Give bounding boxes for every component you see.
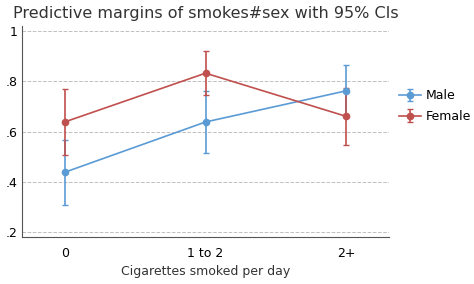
Legend: Male, Female: Male, Female [399, 89, 472, 123]
Title: Predictive margins of smokes#sex with 95% CIs: Predictive margins of smokes#sex with 95… [13, 6, 398, 20]
X-axis label: Cigarettes smoked per day: Cigarettes smoked per day [121, 266, 290, 278]
